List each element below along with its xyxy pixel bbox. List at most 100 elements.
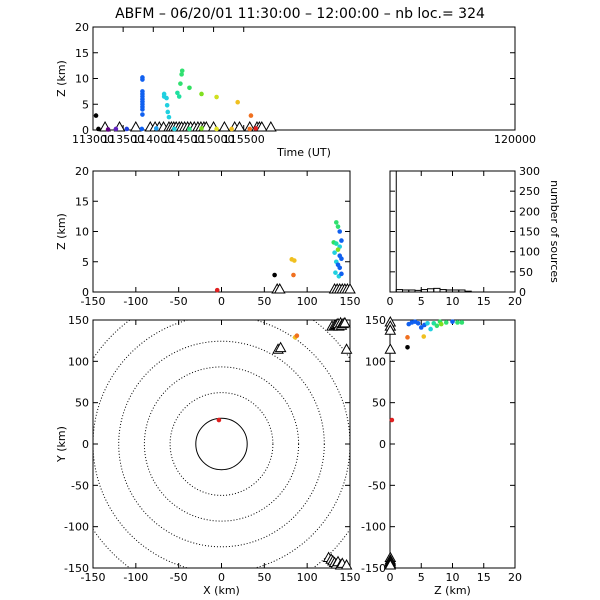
station-marker [384,324,397,335]
source-point [247,126,253,132]
source-point [291,272,296,278]
x-tick-label: -100 [123,571,148,584]
x-tick-label: 114500 [162,133,204,146]
y-tick-label: 15 [75,47,89,60]
x-tick-label: -150 [81,295,106,308]
source-point [248,113,254,118]
x-tick-label: -100 [123,295,148,308]
range-ring [195,417,248,471]
source-point [337,265,343,271]
station-marker [340,343,353,354]
source-point [229,126,234,132]
x-tick-label: -50 [170,295,188,308]
source-point [140,107,145,112]
source-point [124,126,130,132]
y-tick-label: -100 [64,521,89,534]
y-tick-label: 0 [82,438,89,451]
y-tick-label: 20 [75,165,89,178]
source-point [339,238,344,243]
station-marker [384,343,397,354]
y-tick-label: -150 [361,562,386,575]
station-marker [218,120,231,132]
source-point [450,319,455,324]
source-point [199,91,204,97]
source-point [199,126,204,131]
source-point [164,102,170,108]
x-tick-label: 120000 [494,133,536,146]
source-point [333,220,339,225]
y-tick-label: 300 [519,165,540,178]
xz-y-axis-title: Z (km) [55,213,68,250]
y-tick-label: 250 [519,185,540,198]
y-tick-label: 200 [519,205,540,218]
source-point [292,258,297,263]
source-point [425,321,430,326]
x-tick-label: 115000 [193,133,235,146]
source-point [179,68,185,74]
source-point [93,113,99,118]
source-point [96,126,101,132]
y-tick-label: -150 [64,562,89,575]
station-marker [233,120,246,132]
x-tick-label: 15 [477,295,491,308]
range-ring [118,340,325,548]
x-tick-label: 50 [257,295,271,308]
source-point [405,335,410,340]
y-tick-label: 0 [519,286,526,299]
source-point [332,250,337,255]
x-tick-label: 150 [340,571,361,584]
y-tick-label: 5 [82,256,89,269]
y-tick-label: 0 [379,438,386,451]
station-marker [274,341,287,353]
station-marker [273,282,286,294]
y-tick-label: 50 [519,266,533,279]
source-point [139,126,145,132]
y-tick-label: 100 [68,355,89,368]
station-marker [129,120,142,132]
station-marker [264,120,277,132]
y-tick-label: 150 [365,314,386,327]
x-tick-label: 113000 [72,133,114,146]
y-tick-label: 50 [75,397,89,410]
y-tick-label: 150 [519,226,540,239]
source-point [176,94,182,99]
x-tick-label: 0 [218,295,225,308]
source-point [272,272,277,278]
xy-y-axis-title: Y (km) [55,426,68,463]
source-point [421,334,427,339]
y-tick-label: 10 [75,226,89,239]
source-point [333,241,339,246]
x-tick-label: 114000 [132,133,174,146]
y-tick-label: 100 [365,355,386,368]
source-point [337,229,343,234]
station-marker [255,120,268,132]
source-point [113,126,119,132]
source-point [438,321,444,327]
x-tick-label: 50 [257,571,271,584]
x-tick-label: 100 [297,571,318,584]
source-point [172,126,177,132]
station-marker [340,558,353,570]
source-point [105,127,111,132]
y-tick-label: 5 [82,98,89,111]
figure-title: ABFM – 06/20/01 11:30:00 – 12:00:00 – nb… [115,6,485,22]
source-point [415,321,421,326]
x-tick-label: 10 [446,571,460,584]
x-tick-label: 5 [418,295,425,308]
station-marker [339,316,351,328]
xy-rings [93,320,350,568]
x-tick-label: 15 [477,571,491,584]
y-tick-label: 0 [82,286,89,299]
source-point [459,320,465,325]
range-ring [143,366,300,522]
x-tick-label: 10 [446,295,460,308]
source-point [428,326,433,332]
y-tick-label: -100 [361,521,386,534]
source-point [216,417,222,423]
station-marker [344,282,356,294]
source-point [214,94,219,100]
source-point [333,270,338,275]
source-point [431,321,437,326]
source-point [178,81,183,86]
source-point [253,126,259,131]
